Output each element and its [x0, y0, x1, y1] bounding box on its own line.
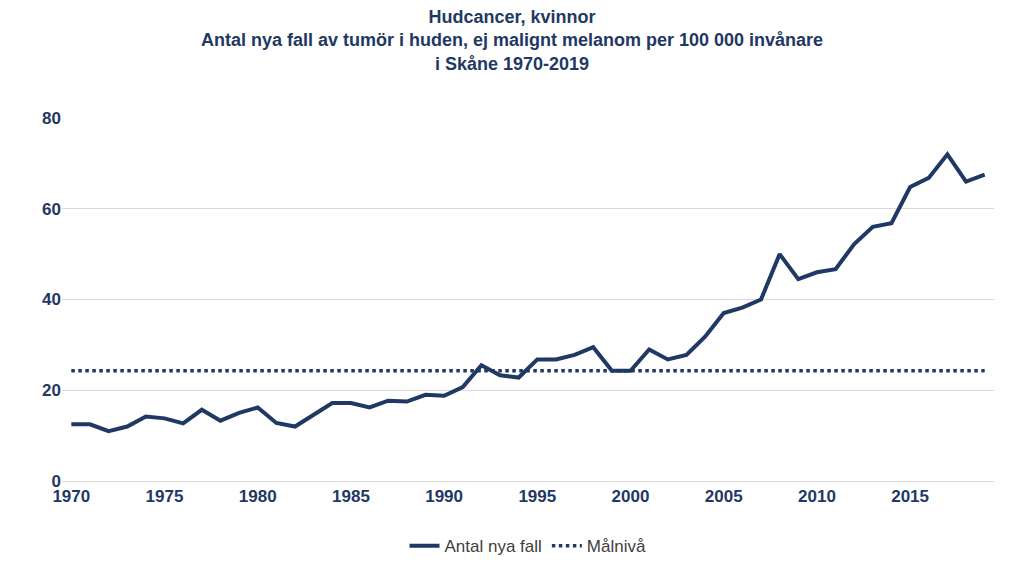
svg-text:2005: 2005 — [705, 487, 743, 506]
svg-text:80: 80 — [42, 109, 61, 128]
svg-text:Målnivå: Målnivå — [587, 537, 646, 556]
svg-text:2000: 2000 — [612, 487, 650, 506]
svg-text:Antal nya fall: Antal nya fall — [445, 537, 542, 556]
svg-text:60: 60 — [42, 200, 61, 219]
svg-text:2010: 2010 — [798, 487, 836, 506]
svg-text:1990: 1990 — [425, 487, 463, 506]
svg-text:Hudcancer, kvinnorAntal nya fa: Hudcancer, kvinnorAntal nya fall av tumö… — [201, 7, 823, 74]
svg-text:1985: 1985 — [332, 487, 370, 506]
svg-text:40: 40 — [42, 290, 61, 309]
svg-text:2015: 2015 — [891, 487, 929, 506]
svg-text:1980: 1980 — [239, 487, 277, 506]
svg-text:1970: 1970 — [52, 487, 90, 506]
svg-text:1995: 1995 — [518, 487, 556, 506]
svg-text:20: 20 — [42, 381, 61, 400]
svg-text:0: 0 — [52, 472, 61, 491]
svg-text:1975: 1975 — [146, 487, 184, 506]
